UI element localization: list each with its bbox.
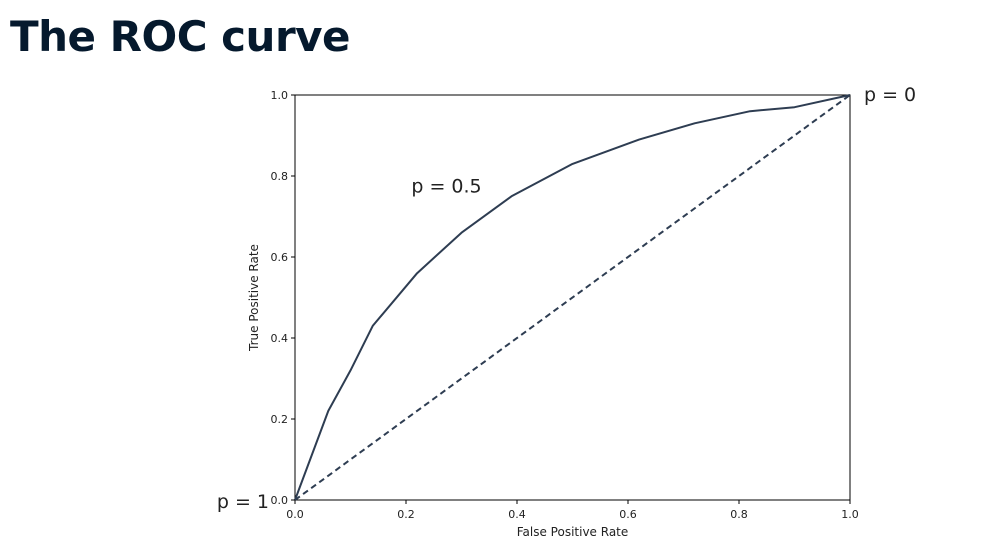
x-tick-label: 0.2 bbox=[397, 508, 415, 521]
axis-ticks: 0.0 0.2 0.4 0.6 0.8 1.0 0.0 0.2 0.4 0.6 0.8 1.0 bbox=[271, 89, 859, 521]
annotation-label: p = 0.5 bbox=[411, 175, 481, 197]
roc-curve-line bbox=[294, 94, 851, 501]
annotation-label: p = 1 bbox=[217, 491, 269, 513]
y-tick-label: 0.2 bbox=[271, 413, 289, 426]
y-tick-label: 0.8 bbox=[271, 170, 289, 183]
plot-frame bbox=[294, 94, 851, 501]
x-tick-label: 1.0 bbox=[841, 508, 859, 521]
plot-area bbox=[294, 94, 851, 501]
y-tick-label: 0.4 bbox=[271, 332, 289, 345]
x-tick-label: 0.0 bbox=[286, 508, 304, 521]
slide-title: The ROC curve bbox=[10, 12, 351, 61]
annotations: p = 0 p = 0.5 p = 1 bbox=[217, 84, 916, 513]
x-axis-label: False Positive Rate bbox=[517, 525, 629, 539]
y-tick-label: 0.6 bbox=[271, 251, 289, 264]
y-axis-label: True Positive Rate bbox=[247, 244, 261, 352]
y-tick-label: 0.0 bbox=[271, 494, 289, 507]
x-tick-label: 0.8 bbox=[730, 508, 748, 521]
diagonal-reference-line bbox=[294, 94, 851, 501]
annotation-label: p = 0 bbox=[864, 84, 916, 106]
x-tick-label: 0.4 bbox=[508, 508, 526, 521]
x-tick-label: 0.6 bbox=[619, 508, 637, 521]
y-tick-label: 1.0 bbox=[271, 89, 289, 102]
